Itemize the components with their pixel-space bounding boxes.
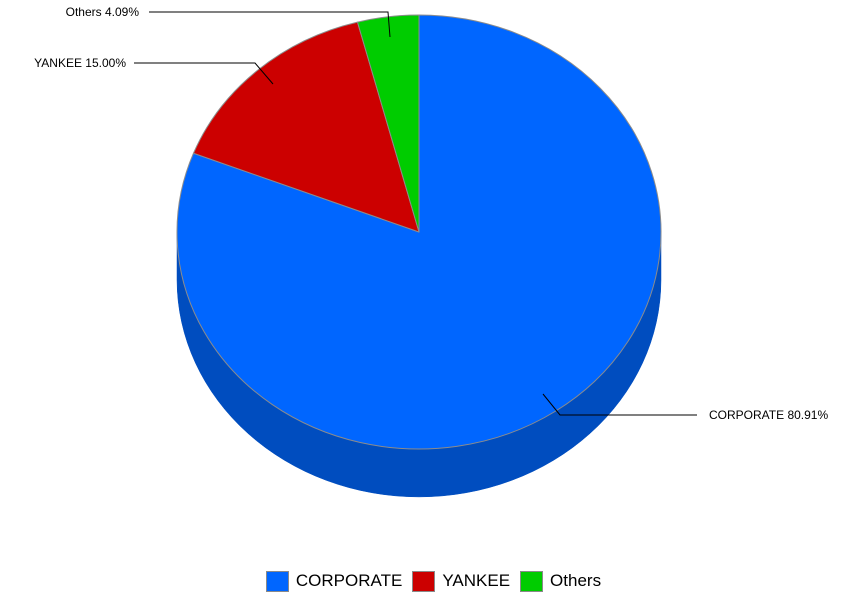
legend-item-corporate[interactable]: CORPORATE	[265, 569, 403, 593]
pie-slice-corporate[interactable]	[176, 14, 662, 450]
legend-item-others[interactable]: Others	[520, 569, 601, 593]
legend-swatch-corporate	[265, 570, 289, 592]
legend-swatch-yankee	[412, 570, 436, 592]
slice-label-corporate: CORPORATE 80.91%	[709, 408, 828, 422]
pie-top-layer	[176, 14, 662, 450]
slice-label-yankee: YANKEE 15.00%	[34, 56, 126, 70]
legend-label-others: Others	[550, 571, 602, 590]
slice-label-others: Others 4.09%	[66, 5, 140, 19]
legend-label-yankee: YANKEE	[442, 571, 511, 590]
legend: CORPORATE YANKEE Others	[0, 569, 867, 593]
legend-item-yankee[interactable]: YANKEE	[412, 569, 510, 593]
leader-line-yankee	[134, 62, 274, 85]
legend-label-corporate: CORPORATE	[295, 571, 403, 590]
leader-line-others	[149, 11, 391, 38]
legend-swatch-others	[520, 570, 544, 592]
leader-line-corporate	[542, 393, 697, 416]
pie-labels-layer: CORPORATE 80.91% YANKEE 15.00% Others 4.09…	[34, 5, 828, 422]
pie-slice-yankee[interactable]	[192, 21, 420, 233]
